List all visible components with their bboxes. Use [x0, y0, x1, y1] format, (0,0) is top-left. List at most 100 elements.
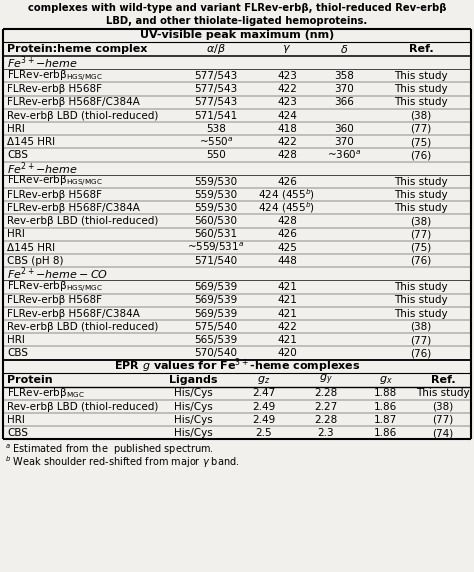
Text: 370: 370 [334, 137, 354, 147]
Text: $\it{Fe}^{3+}\it{-heme}$: $\it{Fe}^{3+}\it{-heme}$ [7, 54, 78, 71]
Text: 421: 421 [277, 309, 297, 319]
Text: (76): (76) [410, 348, 432, 358]
Text: 577/543: 577/543 [194, 71, 237, 81]
Text: HRI: HRI [7, 124, 25, 134]
Text: CBS: CBS [7, 150, 28, 160]
Text: (77): (77) [410, 229, 432, 240]
Text: 571/540: 571/540 [194, 256, 237, 266]
Text: 1.88: 1.88 [374, 388, 397, 399]
Text: $\alpha/\beta$: $\alpha/\beta$ [206, 42, 226, 56]
Text: $\it{g}_z$: $\it{g}_z$ [257, 374, 270, 386]
Text: 559/530: 559/530 [194, 190, 237, 200]
Text: 565/539: 565/539 [194, 335, 237, 345]
Text: 538: 538 [206, 124, 226, 134]
Text: ~360$^a$: ~360$^a$ [327, 149, 361, 161]
Text: CBS (pH 8): CBS (pH 8) [7, 256, 64, 266]
Text: (38): (38) [410, 110, 432, 121]
Text: 569/539: 569/539 [194, 296, 237, 305]
Text: 559/530: 559/530 [194, 177, 237, 186]
Text: 550: 550 [206, 150, 226, 160]
Text: HRI: HRI [7, 229, 25, 240]
Text: His/Cys: His/Cys [174, 415, 213, 425]
Text: This study: This study [394, 282, 448, 292]
Text: This study: This study [394, 296, 448, 305]
Text: 571/541: 571/541 [194, 110, 237, 121]
Text: This study: This study [416, 388, 470, 399]
Text: 424 (455$^b$): 424 (455$^b$) [258, 188, 316, 202]
Text: 577/543: 577/543 [194, 97, 237, 108]
Text: FLRev-erbβ$_{\mathrm{HGS/MGC}}$: FLRev-erbβ$_{\mathrm{HGS/MGC}}$ [7, 69, 103, 84]
Text: 448: 448 [277, 256, 297, 266]
Text: This study: This study [394, 190, 448, 200]
Text: This study: This study [394, 203, 448, 213]
Text: 424 (455$^b$): 424 (455$^b$) [258, 201, 316, 216]
Text: $^{b}$ Weak shoulder red-shifted from major $\gamma$ band.: $^{b}$ Weak shoulder red-shifted from ma… [5, 455, 239, 470]
Text: 1.86: 1.86 [374, 428, 397, 438]
Text: 423: 423 [277, 71, 297, 81]
Text: 426: 426 [277, 229, 297, 240]
Text: $\it{Fe}^{2+}\it{-heme}$: $\it{Fe}^{2+}\it{-heme}$ [7, 160, 78, 177]
Text: 2.28: 2.28 [314, 415, 337, 425]
Text: $\gamma$: $\gamma$ [283, 43, 292, 55]
Text: (38): (38) [410, 322, 432, 332]
Text: LBD, and other thiolate-ligated hemoproteins.: LBD, and other thiolate-ligated hemoprot… [106, 16, 368, 26]
Text: 1.87: 1.87 [374, 415, 397, 425]
Text: Rev-erbβ LBD (thiol-reduced): Rev-erbβ LBD (thiol-reduced) [7, 110, 158, 121]
Text: CBS: CBS [7, 348, 28, 358]
Text: CBS: CBS [7, 428, 28, 438]
Text: EPR $\it{g}$ values for Fe$^{3+}$-heme complexes: EPR $\it{g}$ values for Fe$^{3+}$-heme c… [114, 357, 360, 375]
Text: Protein:heme complex: Protein:heme complex [7, 44, 147, 54]
Text: His/Cys: His/Cys [174, 402, 213, 412]
Text: 2.47: 2.47 [252, 388, 275, 399]
Text: This study: This study [394, 97, 448, 108]
Text: Δ145 HRI: Δ145 HRI [7, 243, 55, 253]
Text: FLRev-erbβ H568F/C384A: FLRev-erbβ H568F/C384A [7, 97, 140, 108]
Text: UV-visible peak maximum (nm): UV-visible peak maximum (nm) [140, 30, 334, 41]
Text: FLRev-erbβ H568F: FLRev-erbβ H568F [7, 296, 102, 305]
Text: FLRev-erbβ$_{\mathrm{HGS/MGC}}$: FLRev-erbβ$_{\mathrm{HGS/MGC}}$ [7, 174, 103, 189]
Text: (76): (76) [410, 256, 432, 266]
Text: HRI: HRI [7, 415, 25, 425]
Text: His/Cys: His/Cys [174, 428, 213, 438]
Text: 358: 358 [334, 71, 354, 81]
Text: This study: This study [394, 177, 448, 186]
Text: FLRev-erbβ$_{\mathrm{MGC}}$: FLRev-erbβ$_{\mathrm{MGC}}$ [7, 387, 85, 400]
Text: 560/531: 560/531 [194, 229, 237, 240]
Text: 570/540: 570/540 [194, 348, 237, 358]
Text: $\it{g}_y$: $\it{g}_y$ [319, 372, 332, 387]
Text: FLRev-erbβ H568F/C384A: FLRev-erbβ H568F/C384A [7, 203, 140, 213]
Text: (76): (76) [410, 150, 432, 160]
Text: 428: 428 [277, 216, 297, 227]
Text: This study: This study [394, 309, 448, 319]
Text: 418: 418 [277, 124, 297, 134]
Text: (38): (38) [410, 216, 432, 227]
Text: (75): (75) [410, 243, 432, 253]
Text: 575/540: 575/540 [194, 322, 237, 332]
Text: Ligands: Ligands [169, 375, 218, 384]
Text: 2.3: 2.3 [317, 428, 334, 438]
Text: 560/530: 560/530 [194, 216, 237, 227]
Text: 360: 360 [334, 124, 354, 134]
Text: ~559/531$^a$: ~559/531$^a$ [187, 241, 245, 255]
Text: 559/530: 559/530 [194, 203, 237, 213]
Text: 366: 366 [334, 97, 354, 108]
Text: (77): (77) [410, 335, 432, 345]
Text: FLRev-erbβ H568F: FLRev-erbβ H568F [7, 84, 102, 94]
Text: FLRev-erbβ H568F/C384A: FLRev-erbβ H568F/C384A [7, 309, 140, 319]
Text: (75): (75) [410, 137, 432, 147]
Text: 1.86: 1.86 [374, 402, 397, 412]
Text: 422: 422 [277, 84, 297, 94]
Text: 569/539: 569/539 [194, 282, 237, 292]
Text: This study: This study [394, 84, 448, 94]
Text: Rev-erbβ LBD (thiol-reduced): Rev-erbβ LBD (thiol-reduced) [7, 402, 158, 412]
Text: 425: 425 [277, 243, 297, 253]
Text: 577/543: 577/543 [194, 84, 237, 94]
Text: 2.49: 2.49 [252, 402, 275, 412]
Text: 569/539: 569/539 [194, 309, 237, 319]
Text: This study: This study [394, 71, 448, 81]
Text: 426: 426 [277, 177, 297, 186]
Text: 421: 421 [277, 296, 297, 305]
Text: 2.27: 2.27 [314, 402, 337, 412]
Text: FLRev-erbβ$_{\mathrm{HGS/MGC}}$: FLRev-erbβ$_{\mathrm{HGS/MGC}}$ [7, 280, 103, 295]
Text: 2.28: 2.28 [314, 388, 337, 399]
